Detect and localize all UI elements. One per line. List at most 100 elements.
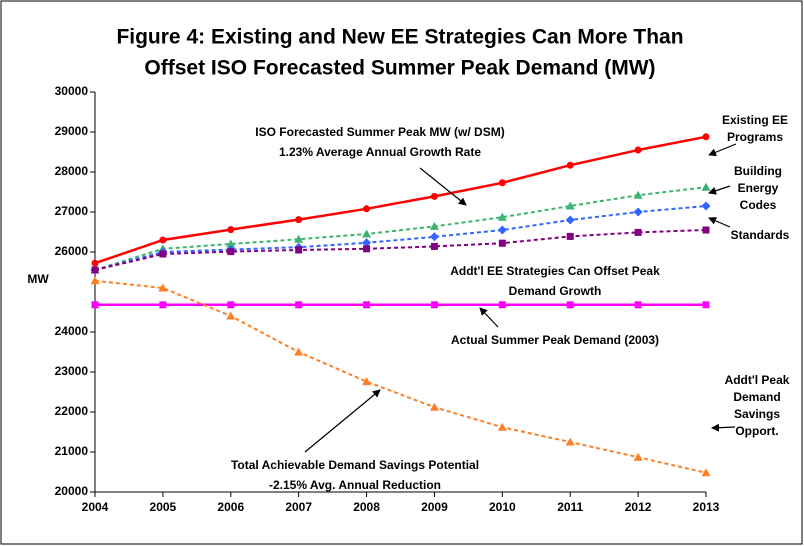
data-point [226,311,236,320]
data-point [159,301,167,309]
annotation-arrow [479,307,499,328]
data-point [497,225,507,235]
annotation-arrow [419,167,467,206]
data-point [91,301,99,309]
y-tick-label: 22000 [55,404,89,418]
data-point [565,437,575,446]
x-tick-label: 2006 [217,500,244,514]
x-tick-label: 2008 [353,500,380,514]
data-point [566,161,574,169]
data-point [430,192,438,200]
x-tick-label: 2004 [82,500,109,514]
annotation: ISO Forecasted Summer Peak MW (w/ DSM) [255,125,504,139]
annotation: Demand [733,390,780,404]
y-tick-label: 28000 [55,164,89,178]
annotation: Building [734,164,782,178]
y-axis-label: MW [27,272,49,286]
x-tick-label: 2007 [285,500,312,514]
data-point [294,347,304,356]
data-point [497,422,507,431]
annotation: -2.15% Avg. Annual Reduction [269,478,441,492]
data-point [633,452,643,461]
annotation-arrow [711,423,736,432]
data-point [362,377,372,386]
annotation: Energy [738,181,779,195]
y-tick-label: 21000 [55,444,89,458]
data-point [295,246,303,254]
data-point [430,242,438,250]
x-tick-label: 2010 [489,500,516,514]
data-point [430,301,438,309]
y-tick-label: 23000 [55,364,89,378]
annotation: Savings [734,407,780,421]
annotation: Standards [731,228,790,242]
data-point [497,212,507,221]
data-point [634,301,642,309]
data-point [90,276,100,285]
data-point [566,301,574,309]
annotation: Total Achievable Demand Savings Potentia… [231,458,479,472]
chart-title: Offset ISO Forecasted Summer Peak Demand… [144,57,655,80]
chart-title: Figure 4: Existing and New EE Strategies… [116,26,683,49]
data-point [702,226,710,234]
data-point [158,283,168,292]
data-point [702,301,710,309]
x-tick-label: 2012 [625,500,652,514]
annotation: Actual Summer Peak Demand (2003) [451,333,659,347]
data-point [633,190,643,199]
x-tick-label: 2013 [693,500,720,514]
data-point [159,236,167,244]
annotation-arrow [708,185,731,195]
data-point [294,234,304,243]
annotation: Addt'l EE Strategies Can Offset Peak [450,264,660,278]
data-point [701,468,711,477]
data-point [91,266,99,274]
data-point [362,238,372,248]
data-point [295,216,303,224]
x-tick-label: 2011 [557,500,583,514]
annotation: 1.23% Average Annual Growth Rate [279,145,481,159]
data-point [429,402,439,411]
annotation: Opport. [735,424,778,438]
x-tick-label: 2005 [150,500,177,514]
y-tick-label: 26000 [55,244,89,258]
data-point [565,201,575,210]
series-line [94,135,707,265]
annotation: Demand Growth [509,284,602,298]
annotation: Programs [727,130,783,144]
data-point [429,221,439,230]
data-point [91,259,99,267]
data-point [498,179,506,187]
annotation-arrow [304,389,381,453]
annotation: Addt'l Peak [725,373,790,387]
data-point [363,301,371,309]
data-point [566,232,574,240]
data-point [227,301,235,309]
y-tick-label: 29000 [55,124,89,138]
series-line [94,205,707,271]
y-tick-label: 24000 [55,324,89,338]
annotation-arrow [708,217,731,228]
series-line [94,186,707,271]
data-point [701,201,711,211]
series-line [94,279,707,474]
data-point [429,232,439,242]
data-point [227,248,235,256]
annotation-arrow [708,143,737,157]
data-point [634,146,642,154]
data-point [702,133,710,141]
series-line [94,229,707,271]
data-point [498,301,506,309]
data-point [227,226,235,234]
data-point [565,215,575,225]
annotation: Existing EE [722,113,788,127]
data-point [634,228,642,236]
data-point [363,245,371,253]
data-point [295,301,303,309]
data-point [159,250,167,258]
annotation: Codes [740,198,777,212]
data-point [226,239,236,248]
data-point [362,229,372,238]
